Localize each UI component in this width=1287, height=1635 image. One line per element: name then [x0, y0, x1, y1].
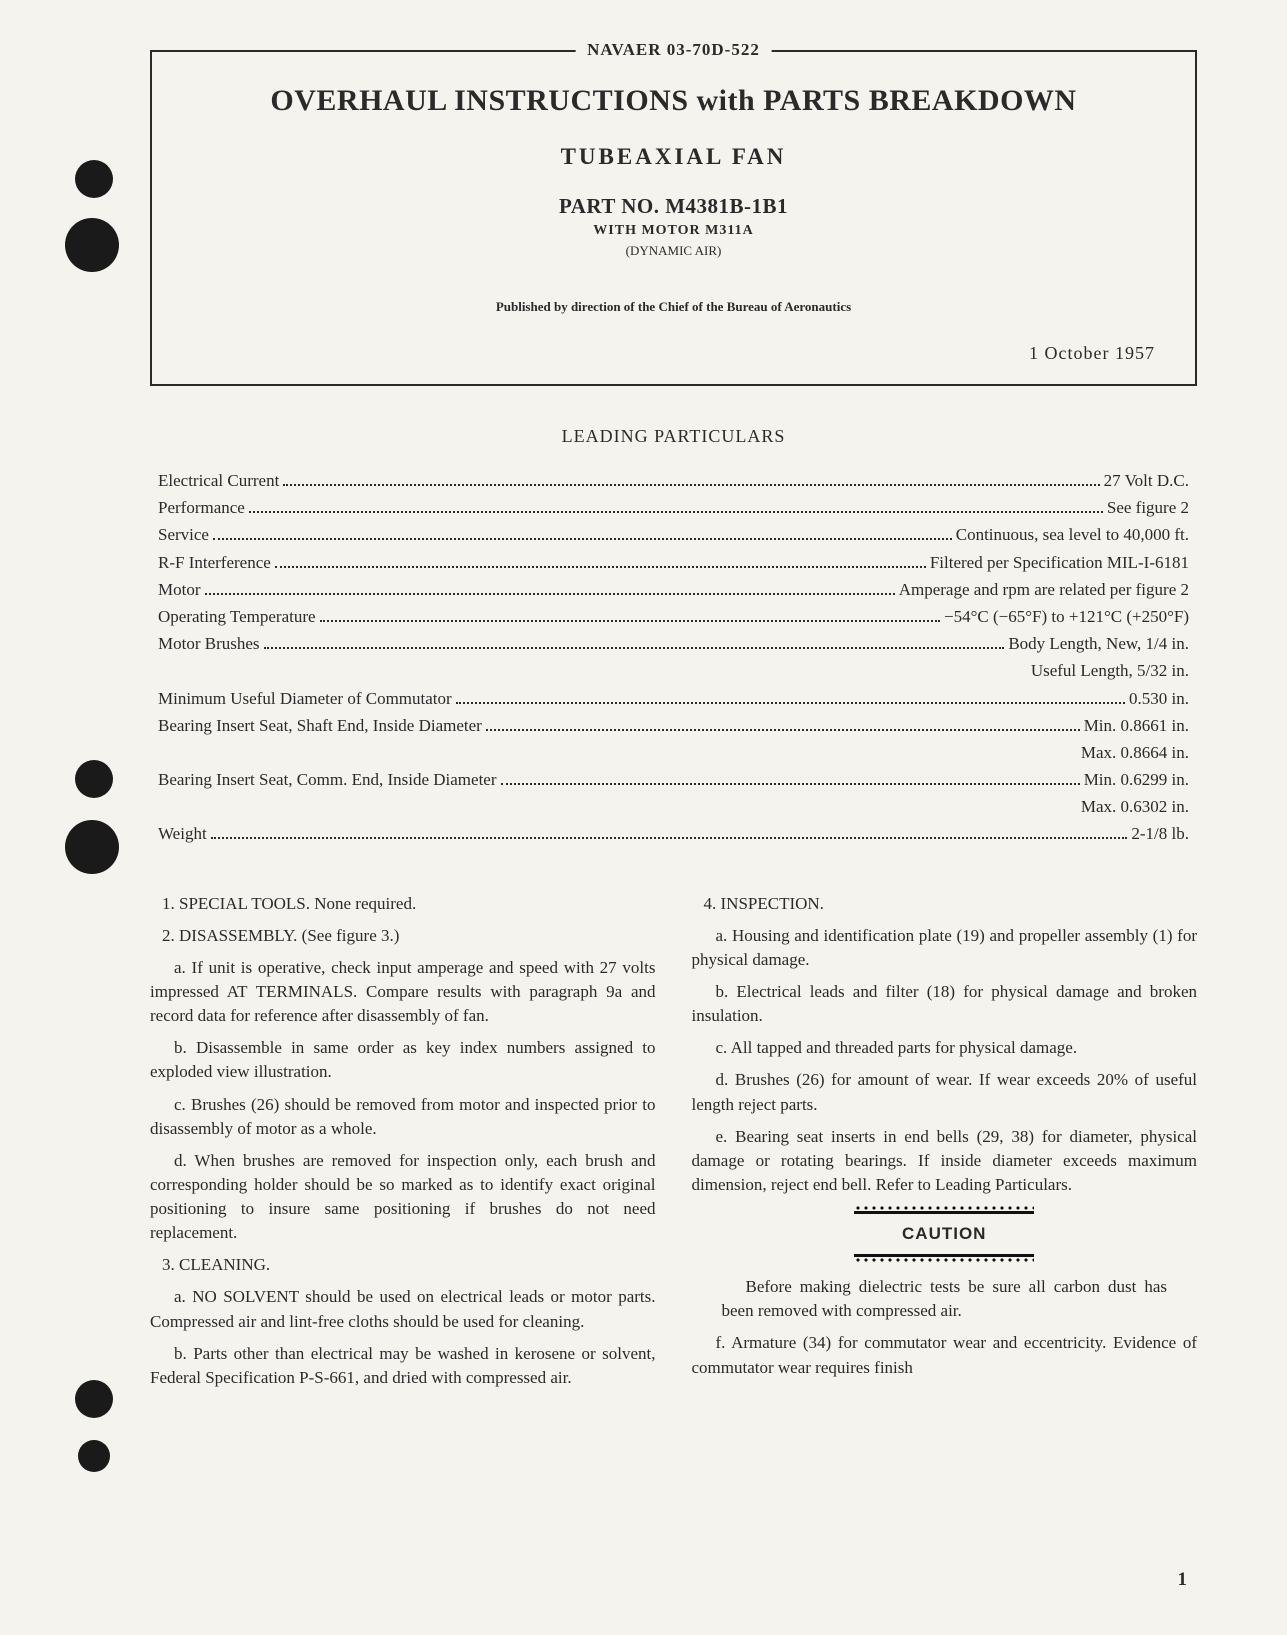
leader-dots	[456, 702, 1125, 704]
body-paragraph: d. When brushes are removed for inspecti…	[150, 1149, 656, 1246]
body-paragraph: e. Bearing seat inserts in end bells (29…	[692, 1125, 1198, 1197]
leader-dots	[275, 566, 926, 568]
page-number: 1	[1178, 1569, 1188, 1591]
particulars-label: Performance	[158, 494, 245, 521]
body-paragraph: a. Housing and identification plate (19)…	[692, 924, 1198, 972]
particulars-label: Motor	[158, 576, 201, 603]
body-paragraph: b. Electrical leads and filter (18) for …	[692, 980, 1198, 1028]
body-paragraph: 2. DISASSEMBLY. (See figure 3.)	[150, 924, 656, 948]
body-paragraph: 4. INSPECTION.	[692, 892, 1198, 916]
particulars-row: Bearing Insert Seat, Comm. End, Inside D…	[158, 766, 1189, 793]
particulars-label: Motor Brushes	[158, 630, 260, 657]
leader-dots	[264, 647, 1005, 649]
particulars-row: Motor Brushes Body Length, New, 1/4 in.	[158, 630, 1189, 657]
punch-hole-icon	[65, 820, 119, 874]
particulars-row: Motor Amperage and rpm are related per fi…	[158, 576, 1189, 603]
leader-dots	[213, 538, 952, 540]
particulars-row: Performance See figure 2	[158, 494, 1189, 521]
leader-dots	[205, 593, 895, 595]
particulars-value: Min. 0.6299 in.	[1084, 766, 1189, 793]
document-page: NAVAER 03-70D-522 OVERHAUL INSTRUCTIONS …	[0, 0, 1287, 1635]
body-paragraph: f. Armature (34) for commutator wear and…	[692, 1331, 1198, 1379]
punch-hole-icon	[75, 160, 113, 198]
particulars-row: Electrical Current 27 Volt D.C.	[158, 467, 1189, 494]
particulars-value: Filtered per Specification MIL-I-6181	[930, 549, 1189, 576]
particulars-row: Minimum Useful Diameter of Commutator 0.5…	[158, 685, 1189, 712]
particulars-label: Operating Temperature	[158, 603, 316, 630]
particulars-row: Weight 2-1/8 lb.	[158, 820, 1189, 847]
body-paragraph: a. NO SOLVENT should be used on electric…	[150, 1285, 656, 1333]
particulars-value: Useful Length, 5/32 in.	[1031, 657, 1189, 684]
caution-box: CAUTION	[854, 1211, 1034, 1257]
leader-dots	[486, 729, 1080, 731]
particulars-label: Weight	[158, 820, 207, 847]
body-paragraph: 1. SPECIAL TOOLS. None required.	[150, 892, 656, 916]
body-paragraph: c. Brushes (26) should be removed from m…	[150, 1093, 656, 1141]
left-column: 1. SPECIAL TOOLS. None required. 2. DISAS…	[150, 892, 656, 1398]
particulars-value: 2-1/8 lb.	[1131, 820, 1189, 847]
particulars-value: 0.530 in.	[1129, 685, 1189, 712]
body-paragraph: b. Parts other than electrical may be wa…	[150, 1342, 656, 1390]
motor-spec: WITH MOTOR M311A	[192, 223, 1155, 239]
body-paragraph: d. Brushes (26) for amount of wear. If w…	[692, 1068, 1198, 1116]
particulars-value: Min. 0.8661 in.	[1084, 712, 1189, 739]
caution-text: Before making dielectric tests be sure a…	[722, 1275, 1168, 1323]
particulars-value: Body Length, New, 1/4 in.	[1008, 630, 1189, 657]
body-paragraph: b. Disassemble in same order as key inde…	[150, 1036, 656, 1084]
publication-date: 1 October 1957	[192, 343, 1155, 364]
published-by: Published by direction of the Chief of t…	[192, 299, 1155, 315]
body-columns: 1. SPECIAL TOOLS. None required. 2. DISAS…	[150, 892, 1197, 1398]
particulars-label: Bearing Insert Seat, Shaft End, Inside D…	[158, 712, 482, 739]
punch-hole-icon	[78, 1440, 110, 1472]
body-paragraph: a. If unit is operative, check input amp…	[150, 956, 656, 1028]
particulars-value: Amperage and rpm are related per figure …	[899, 576, 1189, 603]
particulars-row: Max. 0.6302 in.	[158, 793, 1189, 820]
leader-dots	[320, 620, 940, 622]
particulars-row: Max. 0.8664 in.	[158, 739, 1189, 766]
document-subtitle: TUBEAXIAL FAN	[192, 144, 1155, 170]
particulars-value: 27 Volt D.C.	[1104, 467, 1189, 494]
particulars-row: Useful Length, 5/32 in.	[158, 657, 1189, 684]
particulars-row: Service Continuous, sea level to 40,000 f…	[158, 521, 1189, 548]
document-id: NAVAER 03-70D-522	[575, 40, 772, 60]
particulars-value: Max. 0.6302 in.	[1081, 793, 1189, 820]
particulars-row: Bearing Insert Seat, Shaft End, Inside D…	[158, 712, 1189, 739]
leader-dots	[211, 837, 1128, 839]
particulars-label: Service	[158, 521, 209, 548]
leader-dots	[501, 783, 1080, 785]
particulars-value: Max. 0.8664 in.	[1081, 739, 1189, 766]
caution-label: CAUTION	[902, 1224, 986, 1243]
leading-particulars-table: Electrical Current27 Volt D.C.Performanc…	[158, 467, 1189, 848]
body-paragraph: c. All tapped and threaded parts for phy…	[692, 1036, 1198, 1060]
punch-hole-icon	[75, 760, 113, 798]
punch-hole-icon	[65, 218, 119, 272]
particulars-label: R-F Interference	[158, 549, 271, 576]
particulars-value: −54°C (−65°F) to +121°C (+250°F)	[944, 603, 1189, 630]
part-number: PART NO. M4381B-1B1	[192, 194, 1155, 219]
particulars-label: Minimum Useful Diameter of Commutator	[158, 685, 452, 712]
particulars-row: Operating Temperature −54°C (−65°F) to +1…	[158, 603, 1189, 630]
particulars-value: Continuous, sea level to 40,000 ft.	[956, 521, 1189, 548]
title-box: NAVAER 03-70D-522 OVERHAUL INSTRUCTIONS …	[150, 50, 1197, 386]
manufacturer: (DYNAMIC AIR)	[192, 243, 1155, 259]
body-paragraph: 3. CLEANING.	[150, 1253, 656, 1277]
particulars-label: Electrical Current	[158, 467, 279, 494]
particulars-heading: LEADING PARTICULARS	[150, 426, 1197, 447]
punch-hole-icon	[75, 1380, 113, 1418]
particulars-value: See figure 2	[1107, 494, 1189, 521]
leader-dots	[283, 484, 1099, 486]
document-title: OVERHAUL INSTRUCTIONS with PARTS BREAKDO…	[192, 84, 1155, 118]
right-column: 4. INSPECTION. a. Housing and identificat…	[692, 892, 1198, 1398]
particulars-label: Bearing Insert Seat, Comm. End, Inside D…	[158, 766, 497, 793]
particulars-row: R-F Interference Filtered per Specificati…	[158, 549, 1189, 576]
leader-dots	[249, 511, 1103, 513]
